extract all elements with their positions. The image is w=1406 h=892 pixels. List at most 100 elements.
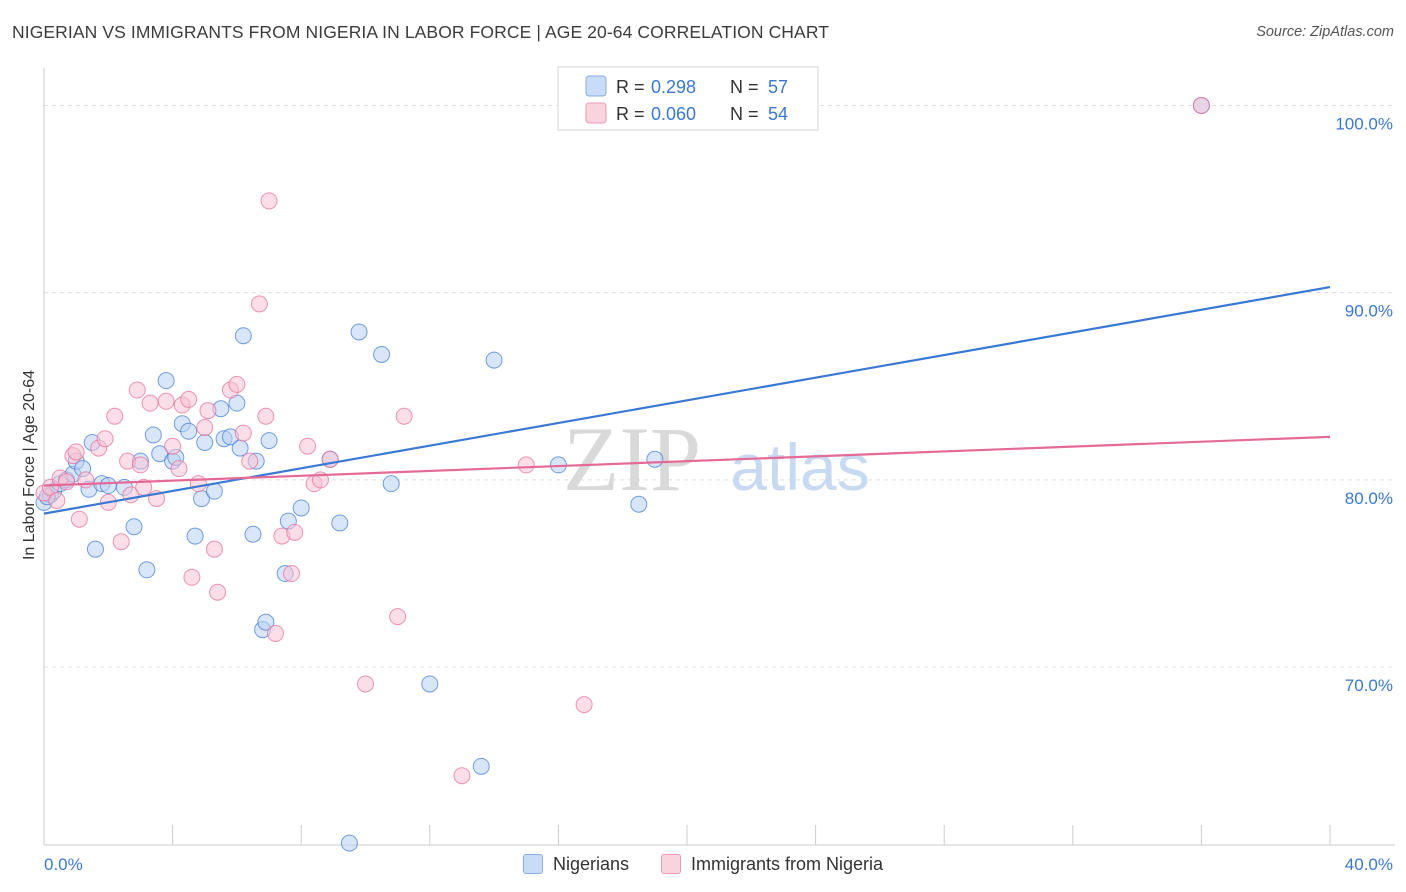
legend-r-value-1: 0.298 xyxy=(651,77,696,97)
point-immigrants xyxy=(77,471,95,489)
watermark-atlas: atlas xyxy=(730,430,869,504)
point-immigrants xyxy=(266,624,284,642)
point-immigrants xyxy=(357,675,374,693)
legend-swatch-blue xyxy=(585,75,607,97)
point-immigrants xyxy=(183,568,201,586)
point-immigrants xyxy=(112,533,130,551)
point-immigrants xyxy=(180,390,198,408)
y-tick-labels: 70.0% 80.0% 90.0% 100.0% xyxy=(1335,114,1393,695)
legend-n-label-2: N = xyxy=(730,104,759,124)
legend-swatch-pink xyxy=(585,102,607,124)
gridlines xyxy=(44,104,1395,668)
legend-r-label-1: R = xyxy=(616,77,645,97)
point-nigerians xyxy=(138,561,156,579)
trend-line-nigerians xyxy=(43,285,1331,515)
point-nigerians xyxy=(244,525,262,543)
point-immigrants xyxy=(164,437,182,455)
point-immigrants xyxy=(128,381,146,399)
point-immigrants xyxy=(250,295,268,313)
legend-label-immigrants: Immigrants from Nigeria xyxy=(691,853,884,874)
point-immigrants xyxy=(131,456,149,474)
point-nigerians xyxy=(86,540,104,558)
point-nigerians xyxy=(382,475,400,493)
point-nigerians xyxy=(485,351,503,369)
legend-label-nigerians: Nigerians xyxy=(552,853,629,874)
trend-line-immigrants xyxy=(43,435,1331,487)
point-nigerians xyxy=(472,757,490,775)
point-immigrants xyxy=(234,424,252,442)
legend-item-immigrants[interactable]: Immigrants from Nigeria xyxy=(661,852,883,876)
point-immigrants xyxy=(58,473,76,491)
point-immigrants xyxy=(106,407,124,425)
y-tick-label: 70.0% xyxy=(1345,676,1393,695)
legend-r-value-2: 0.060 xyxy=(651,104,696,124)
stats-legend: R = 0.298 N = 57 R = 0.060 N = 54 xyxy=(557,66,819,131)
point-immigrants xyxy=(241,452,259,470)
point-nigerians xyxy=(292,499,310,517)
point-nigerians xyxy=(157,372,175,390)
point-immigrants xyxy=(209,583,227,601)
y-tick-label: 100.0% xyxy=(1335,114,1393,133)
point-immigrants xyxy=(170,460,188,478)
point-immigrants xyxy=(196,418,214,436)
legend-swatch-nigerians xyxy=(522,854,543,874)
point-immigrants xyxy=(70,510,88,528)
point-immigrants xyxy=(395,407,413,425)
point-nigerians xyxy=(257,613,275,631)
point-nigerians xyxy=(180,422,198,440)
point-immigrants xyxy=(299,437,317,455)
series-immigrants xyxy=(35,96,1210,785)
point-immigrants xyxy=(453,767,471,785)
point-nigerians xyxy=(260,432,278,450)
watermark-zip: ZIP xyxy=(563,408,701,510)
legend-n-label-1: N = xyxy=(730,77,759,97)
point-nigerians xyxy=(151,445,169,463)
point-nigerians xyxy=(373,345,391,363)
point-immigrants xyxy=(199,402,217,420)
point-immigrants xyxy=(575,696,593,714)
point-nigerians xyxy=(125,518,143,536)
legend-n-value-2: 54 xyxy=(768,104,788,124)
point-immigrants xyxy=(189,475,207,493)
x-tick-label-min: 0.0% xyxy=(44,855,83,874)
point-immigrants xyxy=(96,430,114,448)
point-immigrants xyxy=(157,392,175,410)
point-nigerians xyxy=(421,675,439,693)
x-tick-label-max: 40.0% xyxy=(1345,855,1393,874)
legend-swatch-immigrants xyxy=(661,854,681,874)
point-nigerians xyxy=(196,433,214,451)
point-immigrants xyxy=(141,394,159,412)
point-immigrants xyxy=(257,407,275,425)
point-immigrants xyxy=(48,491,66,509)
point-nigerians xyxy=(340,834,358,852)
point-nigerians xyxy=(231,439,249,457)
point-immigrants xyxy=(389,608,407,626)
y-tick-label: 80.0% xyxy=(1345,489,1393,508)
legend-r-label-2: R = xyxy=(616,104,645,124)
axes xyxy=(43,68,1395,846)
legend-item-nigerians[interactable]: Nigerians xyxy=(522,852,629,876)
bottom-legend: Nigerians Immigrants from Nigeria xyxy=(0,852,1406,876)
point-immigrants xyxy=(67,443,85,461)
source-label: Source: ZipAtlas.com xyxy=(1256,24,1394,40)
legend-n-value-1: 57 xyxy=(768,77,788,97)
y-tick-label: 90.0% xyxy=(1345,302,1393,321)
point-immigrants xyxy=(286,523,304,541)
point-immigrants xyxy=(517,456,535,474)
point-nigerians xyxy=(99,477,117,495)
point-immigrants xyxy=(283,565,301,583)
trend-lines xyxy=(43,285,1331,515)
point-nigerians xyxy=(630,495,648,513)
chart-title: NIGERIAN VS IMMIGRANTS FROM NIGERIA IN L… xyxy=(12,22,830,42)
point-nigerians xyxy=(331,514,349,532)
point-nigerians xyxy=(186,527,204,545)
point-immigrants xyxy=(228,375,246,393)
point-nigerians xyxy=(646,450,664,468)
point-immigrants xyxy=(260,192,278,210)
point-immigrants xyxy=(1192,96,1210,114)
point-nigerians xyxy=(144,426,162,444)
point-nigerians xyxy=(234,327,252,345)
point-nigerians xyxy=(350,323,368,341)
point-immigrants xyxy=(205,540,223,558)
